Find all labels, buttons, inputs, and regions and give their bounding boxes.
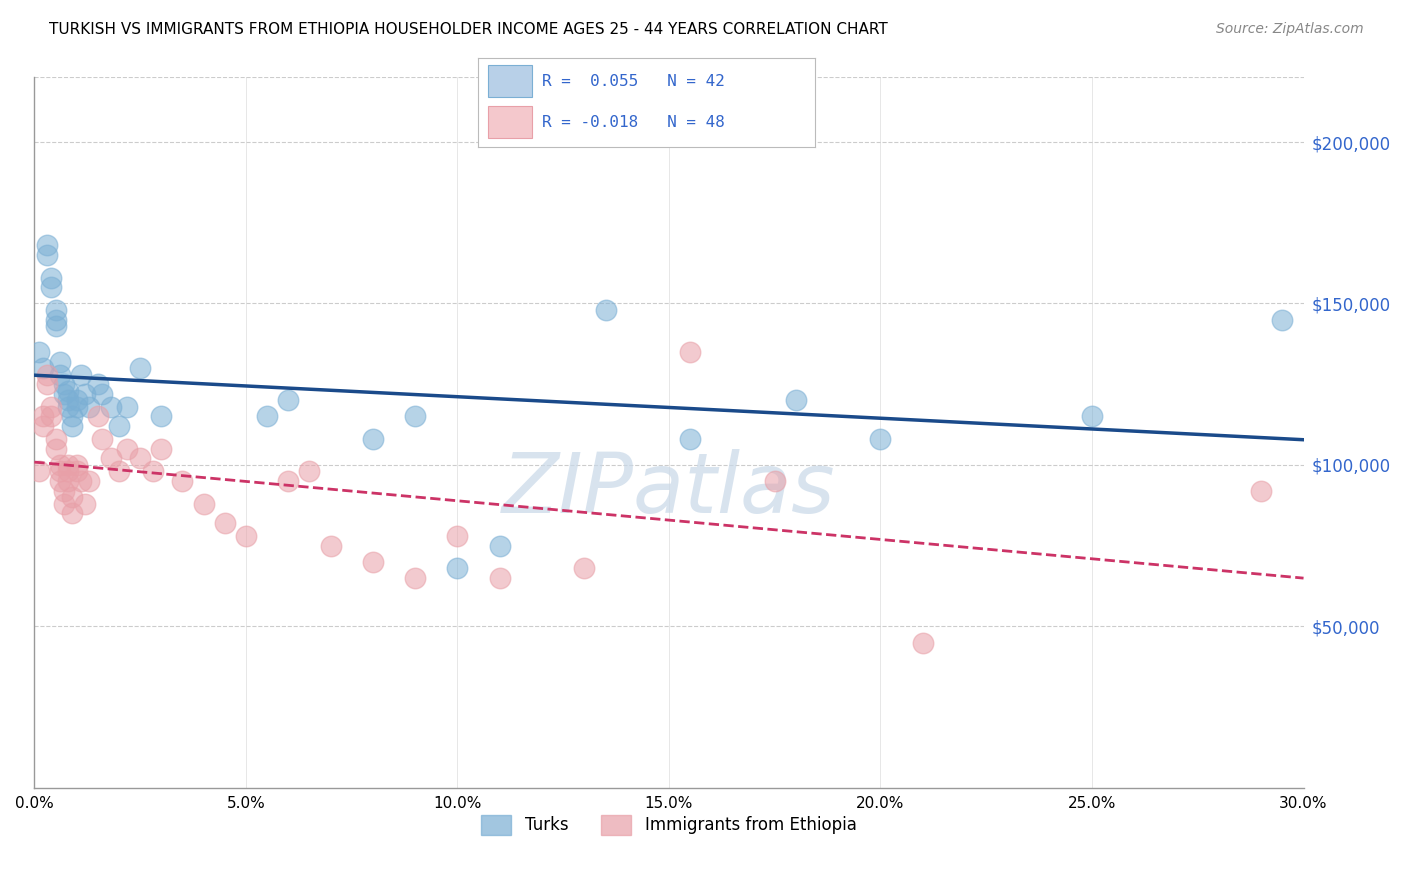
Point [35, 377, 58, 392]
Point [87, 409, 110, 424]
Point [31, 361, 53, 376]
Bar [488, 65, 531, 97]
Point [62, 490, 84, 504]
Text: R = -0.018   N = 48: R = -0.018 N = 48 [543, 115, 725, 129]
Point [39, 280, 62, 294]
Point [58, 464, 80, 478]
Point [35, 238, 58, 252]
Point [869, 432, 891, 446]
Point [172, 474, 194, 488]
Point [298, 464, 321, 478]
Point [35, 248, 58, 262]
Text: R =  0.055   N = 42: R = 0.055 N = 42 [543, 74, 725, 88]
Point [49, 354, 72, 368]
Point [235, 529, 257, 543]
Point [44, 312, 66, 326]
Bar [488, 106, 531, 138]
Point [117, 442, 139, 456]
Point [66, 458, 89, 472]
Point [361, 555, 384, 569]
Point [58, 400, 80, 414]
Point [256, 409, 278, 424]
Point [79, 474, 101, 488]
Point [70, 368, 93, 382]
Point [91, 387, 114, 401]
Point [35, 368, 58, 382]
Point [49, 464, 72, 478]
Point [39, 400, 62, 414]
Point [1250, 483, 1272, 498]
Point [785, 393, 807, 408]
Point [39, 409, 62, 424]
Point [679, 432, 702, 446]
Point [53, 377, 76, 392]
Point [31, 419, 53, 434]
Point [763, 474, 786, 488]
Point [58, 458, 80, 472]
Point [27, 345, 49, 359]
Point [75, 387, 97, 401]
Point [70, 474, 93, 488]
Point [108, 419, 131, 434]
Point [62, 419, 84, 434]
Point [1271, 312, 1294, 326]
Text: TURKISH VS IMMIGRANTS FROM ETHIOPIA HOUSEHOLDER INCOME AGES 25 - 44 YEARS CORREL: TURKISH VS IMMIGRANTS FROM ETHIOPIA HOUS… [49, 22, 889, 37]
Point [53, 497, 76, 511]
Point [129, 361, 152, 376]
Point [100, 451, 122, 466]
Point [44, 302, 66, 317]
Point [361, 432, 384, 446]
Point [319, 539, 342, 553]
Point [58, 474, 80, 488]
Point [488, 539, 510, 553]
Point [62, 507, 84, 521]
Point [79, 400, 101, 414]
Point [49, 474, 72, 488]
Point [87, 377, 110, 392]
Point [91, 432, 114, 446]
Point [75, 497, 97, 511]
Point [66, 393, 89, 408]
Point [117, 400, 139, 414]
Point [150, 409, 173, 424]
Point [44, 319, 66, 334]
Point [66, 464, 89, 478]
Point [277, 474, 299, 488]
Point [404, 571, 426, 585]
Point [193, 497, 215, 511]
Point [39, 270, 62, 285]
Point [58, 384, 80, 398]
Point [595, 302, 617, 317]
Text: Source: ZipAtlas.com: Source: ZipAtlas.com [1216, 22, 1364, 37]
Point [44, 432, 66, 446]
Point [277, 393, 299, 408]
Point [129, 451, 152, 466]
Point [142, 464, 165, 478]
Point [31, 409, 53, 424]
Legend: Turks, Immigrants from Ethiopia: Turks, Immigrants from Ethiopia [472, 806, 865, 844]
Point [214, 516, 236, 530]
Point [1081, 409, 1104, 424]
Point [488, 571, 510, 585]
Point [446, 561, 468, 575]
Point [62, 409, 84, 424]
Point [108, 464, 131, 478]
Point [49, 368, 72, 382]
Point [66, 400, 89, 414]
Point [58, 393, 80, 408]
Point [44, 442, 66, 456]
Point [53, 483, 76, 498]
Point [911, 635, 934, 649]
Point [150, 442, 173, 456]
Point [679, 345, 702, 359]
Point [49, 458, 72, 472]
Point [100, 400, 122, 414]
Point [574, 561, 596, 575]
Point [446, 529, 468, 543]
Point [53, 387, 76, 401]
Point [27, 464, 49, 478]
Point [404, 409, 426, 424]
Text: ZIPatlas: ZIPatlas [502, 449, 835, 530]
